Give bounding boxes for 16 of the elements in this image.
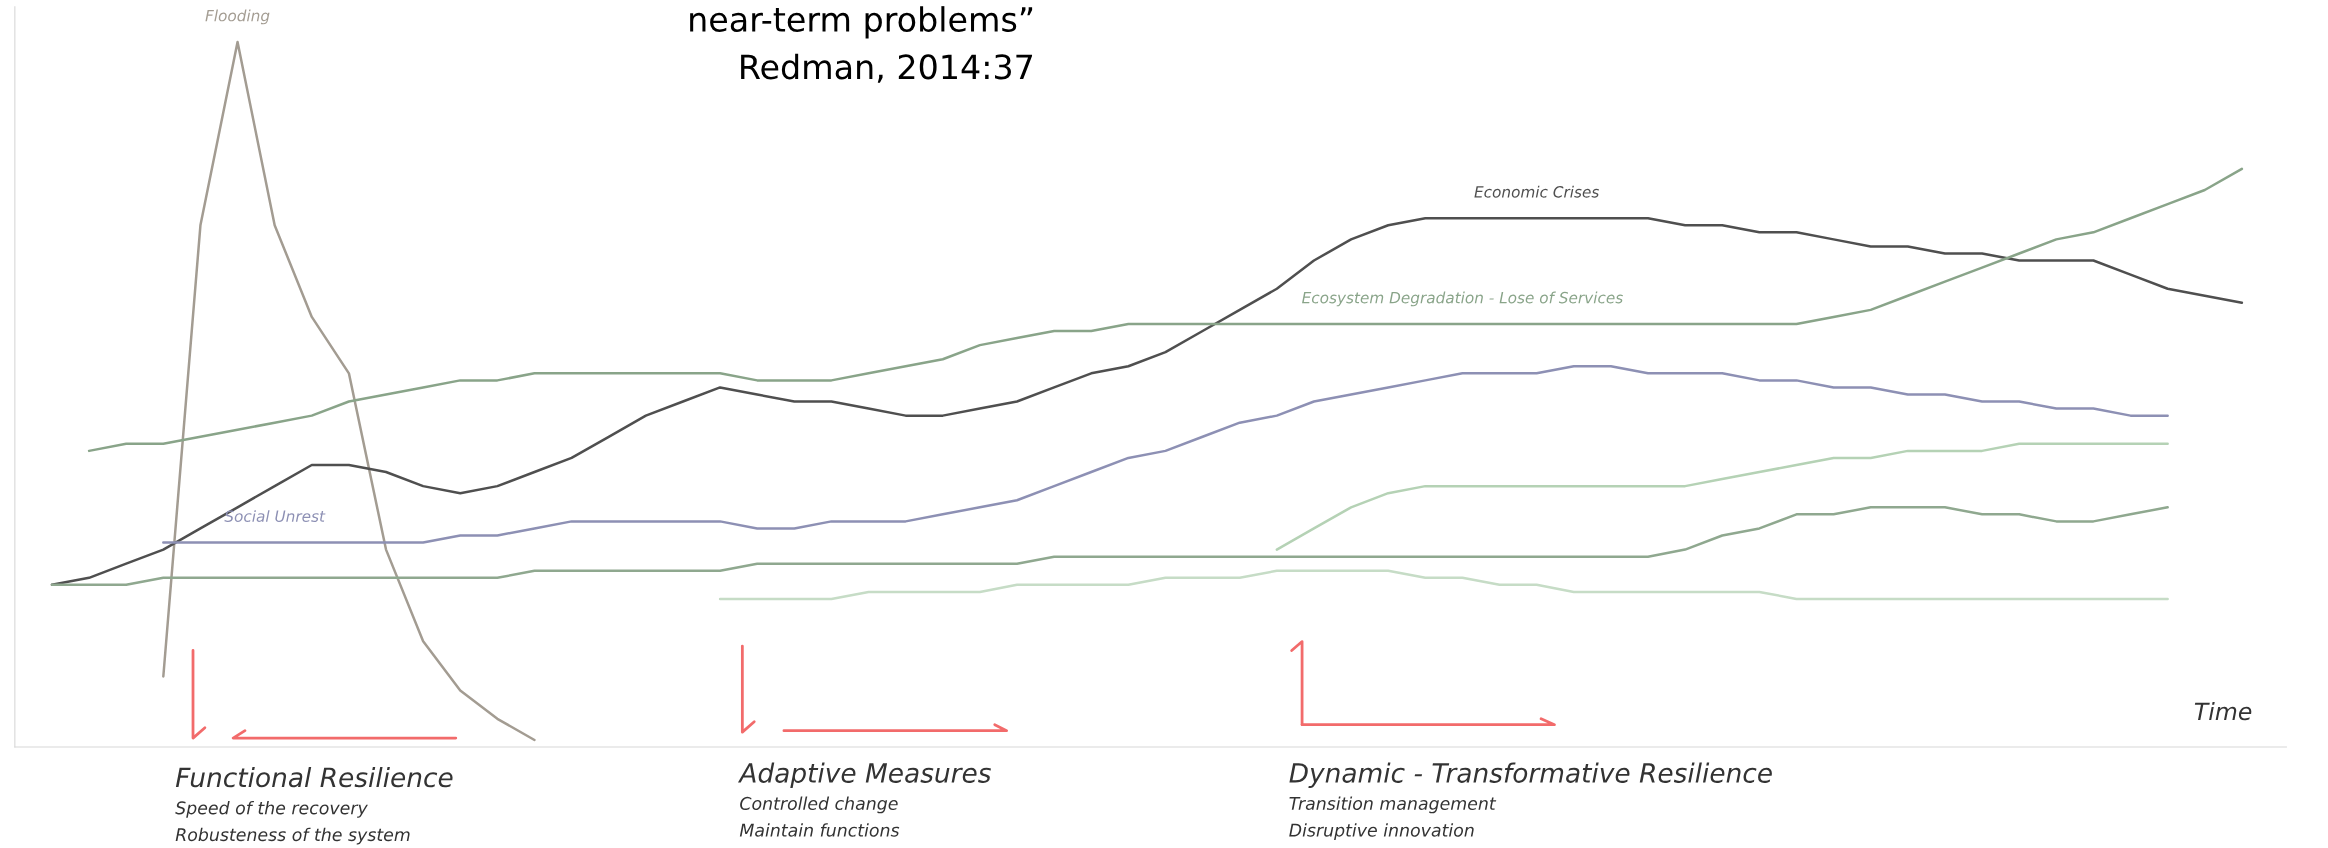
text: Controlled change [740,796,898,814]
text: Transition management [1289,796,1497,814]
text: Robusteness of the system [175,827,410,845]
text: Disruptive innovation [1289,823,1474,841]
series-label: Social Unrest [224,510,326,522]
text: Dynamic - Transformative Resilience [1289,762,1772,788]
text: near-term problems” [690,6,1033,39]
series-label: Economic Crises [1474,185,1599,198]
text: Adaptive Measures [737,762,991,788]
text: Functional Resilience [175,766,453,788]
annotation: Redman, 2014:37 [741,53,1033,83]
series-label: Flooding [205,9,270,25]
series-label: Ecosystem Degradation - Lose of Services [1302,291,1623,307]
x-axis-title: Time [2194,701,2252,721]
text: Maintain functions [739,823,900,837]
text: Speed of the recovery [175,800,368,818]
